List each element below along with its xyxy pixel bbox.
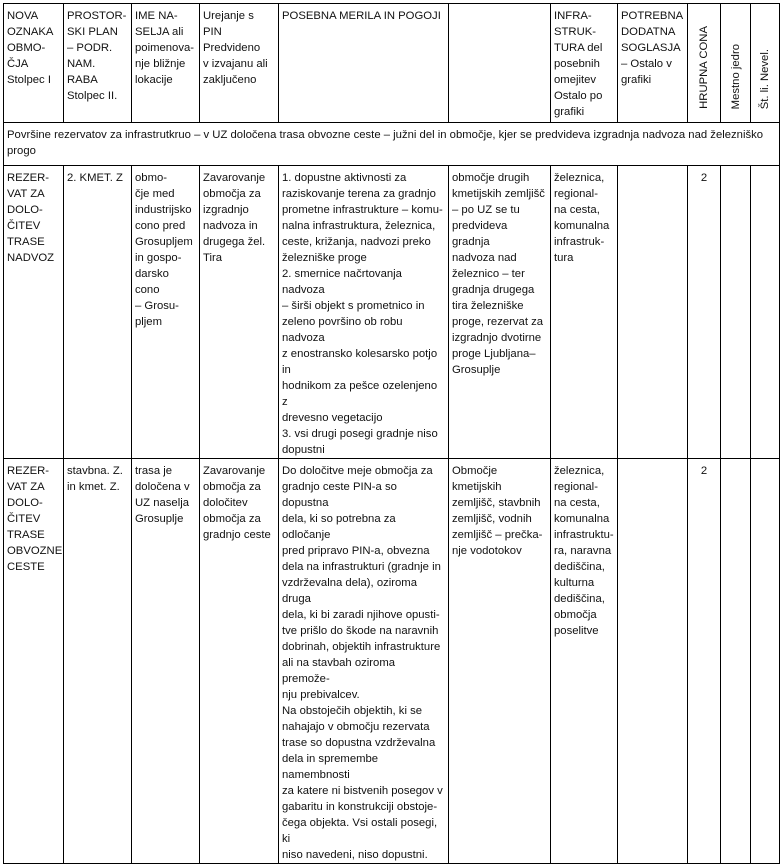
cell-infrastruktura: železnica, regional- na cesta, komunalna…: [550, 458, 618, 864]
cell-merila: Do določitve meje območja za gradnjo ces…: [278, 458, 449, 864]
header-hrupna-cona: HRUPNA CONA: [687, 3, 721, 123]
table-row: REZER- VAT ZA DOLO- ČITEV TRASE NADVOZ 2…: [3, 165, 780, 459]
header-ime-naselja: IME NA- SELJA ali poimenova- nje bližnje…: [131, 3, 200, 123]
regulations-table: NOVA OZNAKA OBMO- ČJA Stolpec I PROSTOR-…: [3, 3, 780, 864]
section-row: Površine rezervatov za infrastrutkruo – …: [3, 122, 780, 166]
cell-hrupna-cona: 2: [687, 165, 721, 459]
cell-mestno-jedro: [720, 165, 751, 459]
cell-nevel: [750, 458, 780, 864]
header-row: NOVA OZNAKA OBMO- ČJA Stolpec I PROSTOR-…: [3, 3, 780, 123]
cell-naselje: trasa je določena v UZ naselja Grosuplje: [131, 458, 200, 864]
table-row: REZER- VAT ZA DOLO- ČITEV TRASE OBVOZNE …: [3, 458, 780, 864]
cell-nevel: [750, 165, 780, 459]
cell-pin: Zavarovanje območja za določitev območja…: [199, 458, 279, 864]
header-posebna-merila: POSEBNA MERILA IN POGOJI: [278, 3, 449, 123]
section-title: Površine rezervatov za infrastrutkruo – …: [3, 122, 780, 166]
header-hrupna-cona-label: HRUPNA CONA: [698, 26, 710, 109]
cell-soglasja: [617, 165, 688, 459]
cell-hrupna-cona: 2: [687, 458, 721, 864]
header-infrastruktura: INFRA- STRUK- TURA del posebnih omejitev…: [550, 3, 618, 123]
header-mestno-jedro: Mestno jedro: [720, 3, 751, 123]
header-oznaka: NOVA OZNAKA OBMO- ČJA Stolpec I: [3, 3, 64, 123]
header-nevel-label: Št. li. Nevel.: [759, 48, 771, 109]
cell-merila: 1. dopustne aktivnosti za raziskovanje t…: [278, 165, 449, 459]
header-empty: [448, 3, 551, 123]
header-urejanje-pin: Urejanje s PIN Predvideno v izvajanu ali…: [199, 3, 279, 123]
cell-raba: stavbna. Z. in kmet. Z.: [63, 458, 132, 864]
cell-mestno-jedro: [720, 458, 751, 864]
header-nevel: Št. li. Nevel.: [750, 3, 780, 123]
cell-infrastruktura: železnica, regional- na cesta, komunalna…: [550, 165, 618, 459]
header-soglasja: POTREBNA DODATNA SOGLASJA – Ostalo v gra…: [617, 3, 688, 123]
header-prostorski-plan: PROSTOR- SKI PLAN – PODR. NAM. RABA Stol…: [63, 3, 132, 123]
cell-naselje: obmo- čje med industrijsko cono pred Gro…: [131, 165, 200, 459]
cell-oznaka: REZER- VAT ZA DOLO- ČITEV TRASE OBVOZNE …: [3, 458, 64, 864]
header-mestno-jedro-label: Mestno jedro: [729, 43, 742, 109]
cell-pin: Zavarovanje območja za izgradnjo nadvoza…: [199, 165, 279, 459]
cell-oznaka: REZER- VAT ZA DOLO- ČITEV TRASE NADVOZ: [3, 165, 64, 459]
cell-opis: območje drugih kmetijskih zemljišč – po …: [448, 165, 551, 459]
cell-opis: Območje kmetijskih zemljišč, stavbnih ze…: [448, 458, 551, 864]
cell-soglasja: [617, 458, 688, 864]
cell-raba: 2. KMET. Z: [63, 165, 132, 459]
